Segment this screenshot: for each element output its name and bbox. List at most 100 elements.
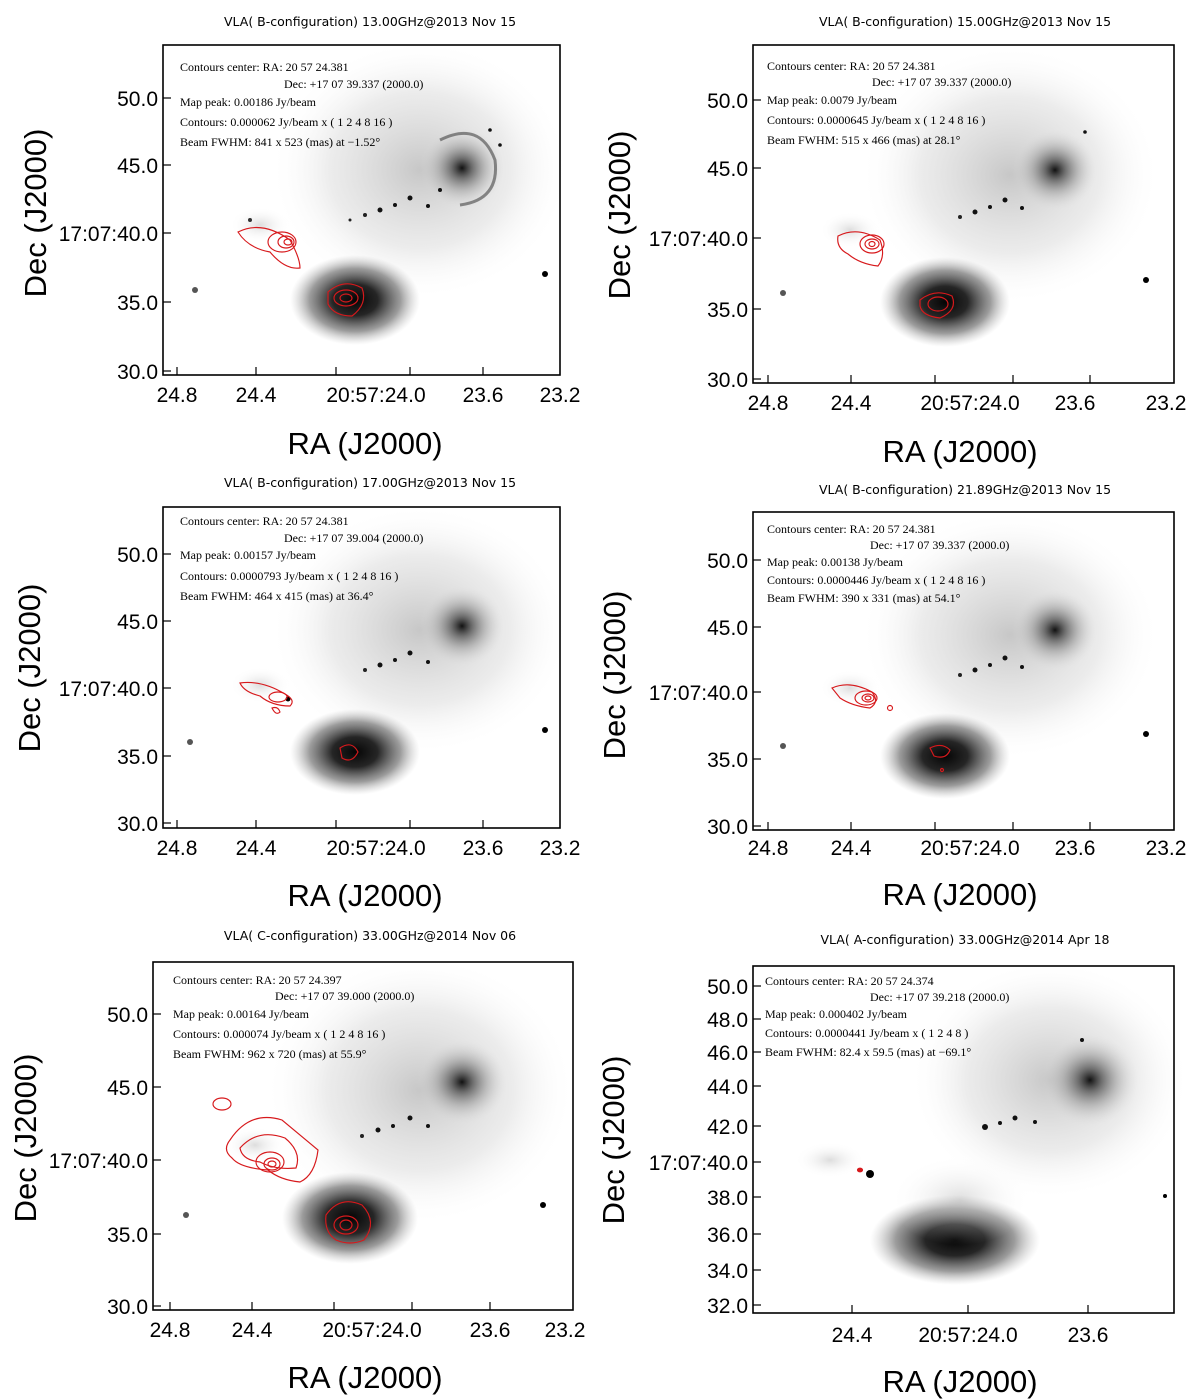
y-axis-label: Dec (J2000): [12, 584, 47, 753]
x-tick-label: 23.2: [540, 837, 581, 860]
x-tick-label: 23.6: [463, 384, 504, 407]
y-tick-label: 35.0: [117, 292, 158, 315]
beam-fwhm: Beam FWHM: 82.4 x 59.5 (mas) at −69.1°: [765, 1045, 971, 1059]
beam-fwhm: Beam FWHM: 390 x 331 (mas) at 54.1°: [767, 591, 961, 605]
annotation-box: Contours center: RA: 20 57 24.374 Dec: +…: [765, 974, 1009, 1059]
beam-fwhm: Beam FWHM: 464 x 415 (mas) at 36.4°: [180, 589, 374, 603]
annotation-box: Contours center: RA: 20 57 24.381 Dec: +…: [767, 522, 1009, 605]
contours-center-dec: Dec: +17 07 39.218 (2000.0): [870, 990, 1009, 1004]
x-tick-label: 23.6: [463, 837, 504, 860]
optical-background-image: [163, 505, 570, 828]
y-tick-label: 34.0: [707, 1260, 748, 1283]
y-axis: 50.0 45.0 17:07:40.0 35.0 30.0 Dec (J200…: [18, 88, 171, 384]
x-tick-label: 23.6: [1068, 1324, 1109, 1347]
y-tick-label: 48.0: [707, 1009, 748, 1032]
plot-frame: [752, 511, 1175, 831]
x-tick-label: 23.2: [1146, 392, 1187, 415]
y-axis: 50.0 45.0 17:07:40.0 35.0 30.0 Dec (J200…: [8, 1004, 161, 1319]
y-tick-label: 35.0: [707, 299, 748, 322]
panel-13ghz: VLA( B-configuration) 13.00GHz@2013 Nov …: [18, 14, 580, 461]
panel-title: VLA( B-configuration) 15.00GHz@2013 Nov …: [819, 14, 1111, 29]
x-tick-label: 23.6: [1055, 837, 1096, 860]
contours-center-dec: Dec: +17 07 39.337 (2000.0): [872, 75, 1011, 89]
y-tick-label: 35.0: [117, 746, 158, 769]
x-tick-label: 23.6: [1055, 392, 1096, 415]
panel-21ghz: VLA( B-configuration) 21.89GHz@2013 Nov …: [597, 482, 1186, 912]
plot-frame: [162, 44, 561, 376]
contour-levels: Contours: 0.000062 Jy/beam x ( 1 2 4 8 1…: [180, 115, 392, 129]
contours-center-ra: Contours center: RA: 20 57 24.381: [767, 59, 936, 73]
y-tick-label: 35.0: [707, 749, 748, 772]
y-axis: 50.0 45.0 17:07:40.0 35.0 30.0 Dec (J200…: [602, 90, 761, 392]
y-tick-label: 35.0: [107, 1224, 148, 1247]
x-tick-label: 20:57:24.0: [326, 837, 425, 860]
x-axis: 24.8 24.4 20:57:24.0 23.6 23.2 RA (J2000…: [748, 375, 1187, 469]
y-tick-label: 45.0: [707, 617, 748, 640]
contour-levels: Contours: 0.0000446 Jy/beam x ( 1 2 4 8 …: [767, 573, 985, 587]
x-axis: 24.8 24.4 20:57:24.0 23.6 23.2 RA (J2000…: [748, 822, 1187, 912]
y-tick-label: 30.0: [707, 816, 748, 839]
x-axis: 24.8 24.4 20:57:24.0 23.6 23.2 RA (J2000…: [157, 367, 580, 461]
y-axis-label: Dec (J2000): [18, 129, 53, 298]
y-tick-label: 30.0: [117, 813, 158, 836]
y-tick-label: 45.0: [117, 611, 158, 634]
annotation-box: Contours center: RA: 20 57 24.381 Dec: +…: [180, 60, 423, 149]
contours-center-ra: Contours center: RA: 20 57 24.381: [180, 60, 349, 74]
contour-levels: Contours: 0.0000645 Jy/beam x ( 1 2 4 8 …: [767, 113, 985, 127]
x-tick-label: 20:57:24.0: [918, 1324, 1017, 1347]
y-tick-label: 50.0: [707, 976, 748, 999]
optical-background-image: [753, 960, 1190, 1313]
map-peak: Map peak: 0.0079 Jy/beam: [767, 93, 898, 107]
contour-levels: Contours: 0.000074 Jy/beam x ( 1 2 4 8 1…: [173, 1027, 385, 1041]
annotation-box: Contours center: RA: 20 57 24.381 Dec: +…: [767, 59, 1011, 147]
optical-background-image: [163, 40, 570, 375]
y-tick-label: 45.0: [707, 158, 748, 181]
plot-frame: [152, 961, 574, 1311]
y-tick-label: 30.0: [107, 1296, 148, 1319]
panel-15ghz: VLA( B-configuration) 15.00GHz@2013 Nov …: [602, 14, 1186, 469]
panel-33ghz-c-config: VLA( C-configuration) 33.00GHz@2014 Nov …: [8, 928, 585, 1395]
panel-33ghz-a-config: VLA( A-configuration) 33.00GHz@2014 Apr …: [596, 932, 1190, 1399]
contour-levels: Contours: 0.0000441 Jy/beam x ( 1 2 4 8 …: [765, 1026, 968, 1040]
plot-frame: [162, 506, 561, 829]
y-tick-label: 36.0: [707, 1224, 748, 1247]
x-tick-label: 20:57:24.0: [920, 837, 1019, 860]
y-tick-label: 30.0: [707, 369, 748, 392]
y-axis-label: Dec (J2000): [596, 1056, 631, 1225]
x-tick-label: 24.8: [748, 837, 789, 860]
x-tick-label: 24.8: [748, 392, 789, 415]
x-tick-label: 24.4: [831, 392, 872, 415]
x-axis-label: RA (J2000): [882, 877, 1037, 912]
y-tick-label: 17:07:40.0: [49, 1150, 148, 1173]
x-tick-label: 23.6: [470, 1319, 511, 1342]
x-tick-label: 24.8: [150, 1319, 191, 1342]
x-tick-label: 24.8: [157, 384, 198, 407]
y-tick-label: 17:07:40.0: [649, 228, 748, 251]
x-axis: 24.4 20:57:24.0 23.6 RA (J2000): [832, 1305, 1109, 1399]
y-axis: 50.0 45.0 17:07:40.0 35.0 30.0 Dec (J200…: [597, 550, 761, 839]
contours-center-ra: Contours center: RA: 20 57 24.374: [765, 974, 934, 988]
y-tick-label: 50.0: [707, 90, 748, 113]
y-tick-label: 50.0: [707, 550, 748, 573]
contours-center-ra: Contours center: RA: 20 57 24.381: [767, 522, 936, 536]
map-peak: Map peak: 0.00138 Jy/beam: [767, 555, 904, 569]
plot-frame: [752, 965, 1175, 1314]
map-peak: Map peak: 0.00164 Jy/beam: [173, 1007, 310, 1021]
contours-center-dec: Dec: +17 07 39.004 (2000.0): [284, 531, 423, 545]
annotation-box: Contours center: RA: 20 57 24.381 Dec: +…: [180, 514, 423, 603]
x-tick-label: 24.4: [232, 1319, 273, 1342]
contours-center-dec: Dec: +17 07 39.000 (2000.0): [275, 989, 414, 1003]
radio-contours: [239, 681, 359, 761]
radio-contours: [237, 226, 365, 317]
y-tick-label: 45.0: [107, 1077, 148, 1100]
y-tick-label: 45.0: [117, 155, 158, 178]
beam-fwhm: Beam FWHM: 962 x 720 (mas) at 55.9°: [173, 1047, 367, 1061]
map-peak: Map peak: 0.00186 Jy/beam: [180, 95, 317, 109]
y-tick-label: 38.0: [707, 1187, 748, 1210]
x-axis-label: RA (J2000): [287, 1360, 442, 1395]
x-tick-label: 24.8: [157, 837, 198, 860]
radio-contours: [831, 684, 951, 773]
panel-title: VLA( A-configuration) 33.00GHz@2014 Apr …: [821, 932, 1110, 947]
x-axis-label: RA (J2000): [287, 426, 442, 461]
x-tick-label: 23.2: [1146, 837, 1187, 860]
